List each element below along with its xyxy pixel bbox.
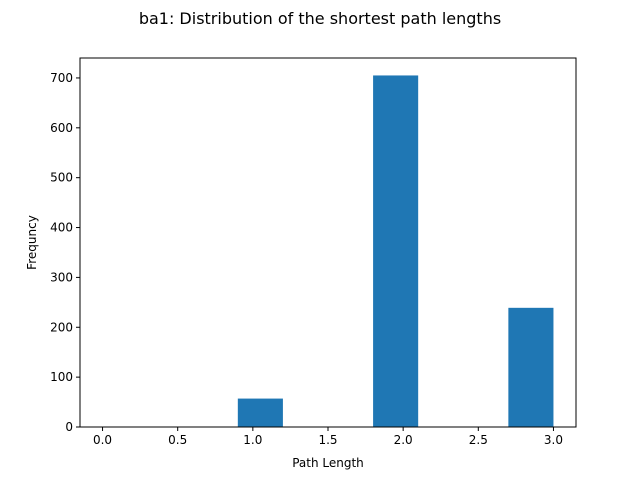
y-tick-label: 0 (65, 420, 73, 434)
y-tick-label: 200 (50, 320, 73, 334)
x-tick-label: 0.5 (168, 433, 187, 447)
histogram-bar (237, 398, 283, 427)
y-axis: 0 100 200 300 400 500 600 700 (50, 71, 80, 434)
x-tick-label: 0.0 (93, 433, 112, 447)
x-axis-label: Path Length (292, 456, 364, 470)
y-axis-label: Frequncy (25, 215, 39, 270)
y-tick-label: 400 (50, 221, 73, 235)
x-tick-label: 1.0 (243, 433, 262, 447)
x-tick-label: 1.5 (318, 433, 337, 447)
y-tick-label: 300 (50, 270, 73, 284)
bars-group (237, 75, 554, 428)
y-tick-label: 600 (50, 121, 73, 135)
x-tick-label: 2.0 (394, 433, 413, 447)
histogram-bar (508, 307, 554, 427)
y-tick-label: 500 (50, 171, 73, 185)
x-tick-label: 2.5 (469, 433, 488, 447)
y-tick-label: 100 (50, 370, 73, 384)
histogram-bar (373, 75, 419, 428)
y-tick-label: 700 (50, 71, 73, 85)
plot-frame (79, 57, 577, 428)
x-axis: 0.0 0.5 1.0 1.5 2.0 2.5 3.0 (93, 427, 563, 447)
chart-title: ba1: Distribution of the shortest path l… (139, 9, 501, 28)
x-tick-label: 3.0 (544, 433, 563, 447)
